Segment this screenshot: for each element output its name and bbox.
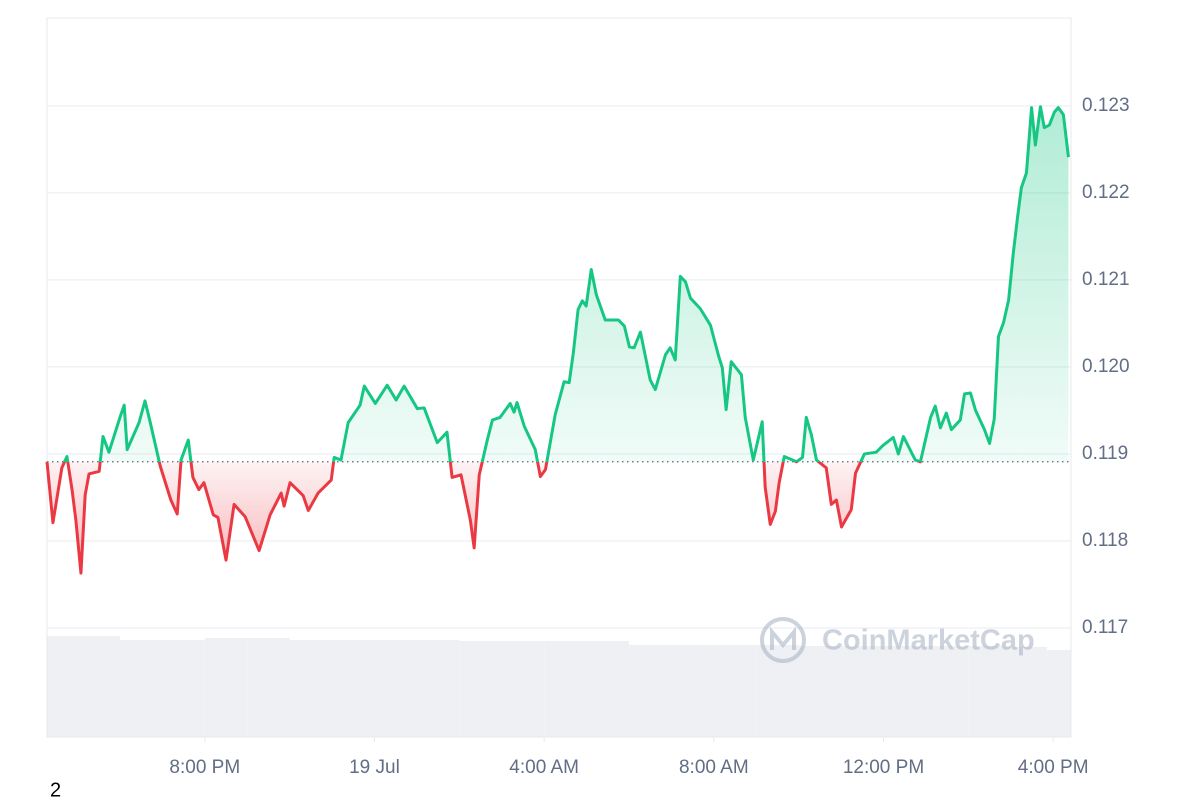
watermark-logo: [760, 617, 806, 663]
volume-bar: [289, 640, 333, 737]
volume-bar: [841, 646, 884, 737]
volume-bar: [501, 641, 545, 737]
volume-bar: [586, 641, 629, 737]
x-tick-label: 8:00 PM: [169, 757, 240, 778]
volume-bar: [374, 640, 417, 737]
volume-bar: [671, 645, 714, 737]
x-tick-label: 19 Jul: [349, 757, 400, 778]
y-tick-label: 0.122: [1082, 182, 1130, 203]
y-tick-label: 0.121: [1082, 269, 1130, 290]
grid-layer: [47, 105, 1071, 629]
data-layer: [45, 105, 1071, 575]
volume-bar: [1046, 650, 1071, 737]
volume-bar: [925, 646, 969, 737]
price-line: [45, 105, 1070, 575]
y-tick-label: 0.117: [1082, 617, 1128, 638]
x-tick-label: 12:00 PM: [843, 757, 924, 778]
volume-bar: [798, 646, 842, 737]
x-tick-label: 8:00 AM: [679, 757, 749, 778]
watermark-logo-mark: [770, 626, 796, 650]
volume-bar: [459, 641, 502, 737]
y-tick-label: 0.123: [1082, 95, 1130, 116]
footnote: 2: [50, 779, 61, 800]
volume-bar: [544, 641, 587, 737]
volume-bar: [204, 638, 248, 737]
volume-bar: [968, 646, 1011, 737]
volume-bar: [247, 638, 290, 737]
volume-bar: [883, 646, 926, 737]
volume-bar: [1010, 647, 1047, 737]
y-tick-label: 0.119: [1082, 443, 1128, 464]
watermark: CoinMarketCap: [760, 617, 1035, 663]
volume-bar: [47, 636, 78, 737]
volume-bar: [628, 645, 672, 737]
volume-bar: [119, 640, 163, 737]
volume-bar: [332, 640, 375, 737]
volume-bar: [77, 636, 120, 737]
watermark-text: CoinMarketCap: [822, 625, 1035, 657]
plot-frame: [46, 17, 1072, 738]
y-tick-label: 0.120: [1082, 356, 1130, 377]
volume-bar: [162, 640, 205, 737]
volume-bar: [416, 640, 460, 737]
y-tick-label: 0.118: [1082, 530, 1128, 551]
x-tick-label: 4:00 PM: [1018, 757, 1089, 778]
volume-layer: [47, 636, 1071, 737]
x-tick-label: 4:00 AM: [509, 757, 579, 778]
price-area: [47, 106, 1069, 574]
volume-bar: [713, 645, 757, 737]
